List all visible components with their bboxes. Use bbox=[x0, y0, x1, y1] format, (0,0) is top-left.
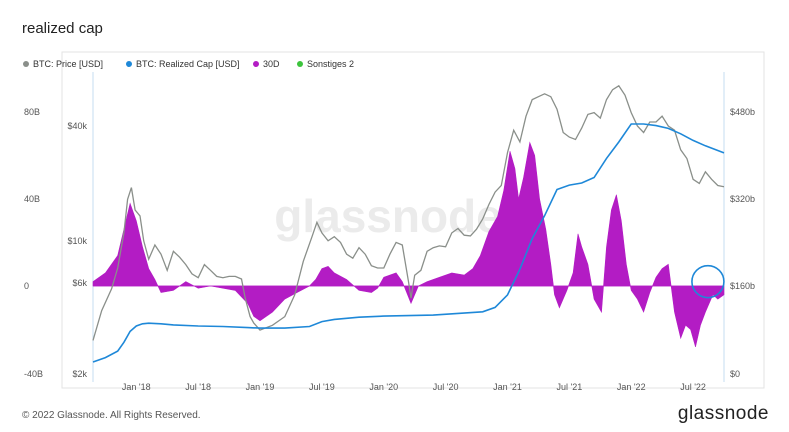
y-tick-30d: 40B bbox=[24, 194, 40, 204]
x-tick-label: Jan '22 bbox=[617, 382, 646, 392]
watermark: glassnode bbox=[274, 190, 502, 242]
legend-label-30d: 30D bbox=[263, 59, 280, 69]
x-tick-label: Jan '20 bbox=[369, 382, 398, 392]
y-tick-realized-cap: $480b bbox=[730, 107, 755, 117]
x-tick-label: Jul '21 bbox=[556, 382, 582, 392]
series-price bbox=[92, 84, 725, 341]
y-tick-price: $6k bbox=[72, 278, 87, 288]
y-tick-price: $40k bbox=[67, 121, 87, 131]
x-tick-label: Jul '19 bbox=[309, 382, 335, 392]
series-realized-cap bbox=[92, 123, 725, 363]
legend-marker-btc-price-usd bbox=[23, 61, 29, 67]
legend-label-sonstiges-2: Sonstiges 2 bbox=[307, 59, 354, 69]
y-tick-price: $2k bbox=[72, 369, 87, 379]
series-price-line bbox=[92, 84, 725, 341]
y-tick-realized-cap: $0 bbox=[730, 369, 740, 379]
legend: BTC: Price [USD] BTC: Realized Cap [USD] 3… bbox=[23, 59, 354, 69]
x-tick-label: Jan '18 bbox=[122, 382, 151, 392]
legend-marker-btc-realized-cap-usd bbox=[126, 61, 132, 67]
legend-marker-sonstiges-2 bbox=[297, 61, 303, 67]
y-tick-30d: 80B bbox=[24, 107, 40, 117]
page-title: realized cap bbox=[22, 20, 103, 37]
highlight-circle bbox=[691, 264, 725, 299]
legend-label-btc-price-usd: BTC: Price [USD] bbox=[33, 59, 103, 69]
y-axis-realized-cap: $480b $320b $160b $0 bbox=[730, 107, 755, 379]
x-tick-label: Jul '20 bbox=[433, 382, 459, 392]
y-axis-price: $40k $10k $6k $2k bbox=[67, 121, 87, 379]
x-tick-label: Jan '19 bbox=[246, 382, 275, 392]
y-axis-30d: 80B 40B 0 -40B bbox=[24, 107, 43, 379]
y-tick-30d: -40B bbox=[24, 369, 43, 379]
x-tick-label: Jul '18 bbox=[185, 382, 211, 392]
legend-marker-30d bbox=[253, 61, 259, 67]
y-tick-realized-cap: $320b bbox=[730, 194, 755, 204]
legend-label-btc-realized-cap-usd: BTC: Realized Cap [USD] bbox=[136, 59, 240, 69]
annotations bbox=[691, 264, 725, 299]
x-tick-label: Jan '21 bbox=[493, 382, 522, 392]
series-30d-path bbox=[92, 141, 725, 347]
glassnode-logo: glassnode bbox=[677, 403, 769, 424]
series-realized-cap-line bbox=[92, 123, 725, 363]
y-tick-30d: 0 bbox=[24, 281, 29, 291]
x-tick-label: Jul '22 bbox=[680, 382, 706, 392]
copyright-text: © 2022 Glassnode. All Rights Reserved. bbox=[22, 410, 201, 421]
y-tick-realized-cap: $160b bbox=[730, 281, 755, 291]
chart-frame bbox=[61, 51, 765, 389]
y-tick-price: $10k bbox=[67, 236, 87, 246]
x-axis: Jan '18 Jul '18 Jan '19 Jul '19 Jan '20 Jul '… bbox=[122, 382, 706, 392]
